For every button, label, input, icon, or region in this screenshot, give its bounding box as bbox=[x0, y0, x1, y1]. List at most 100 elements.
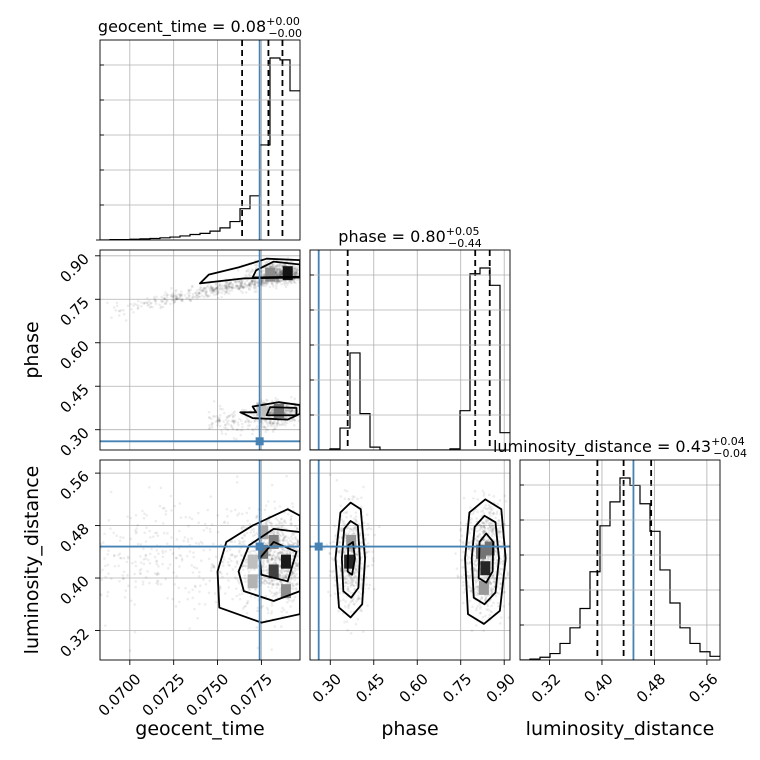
sample-point bbox=[296, 272, 299, 276]
contour-line bbox=[334, 501, 366, 619]
sample-point bbox=[112, 531, 116, 535]
sample-point bbox=[489, 525, 492, 529]
sample-point bbox=[279, 270, 283, 274]
sample-point bbox=[349, 527, 352, 531]
sample-point bbox=[226, 428, 230, 432]
sample-point bbox=[204, 286, 207, 290]
sample-point bbox=[295, 270, 298, 274]
sample-point bbox=[475, 590, 478, 594]
sample-point bbox=[244, 408, 247, 412]
sample-point bbox=[197, 292, 201, 296]
sample-point bbox=[122, 536, 125, 539]
sample-point bbox=[199, 288, 202, 292]
sample-point bbox=[339, 504, 343, 507]
sample-point bbox=[205, 290, 208, 294]
sample-point bbox=[223, 426, 226, 429]
sample-point bbox=[208, 423, 211, 427]
sample-point bbox=[239, 553, 243, 557]
sample-point bbox=[237, 286, 241, 290]
histogram-geocent_time bbox=[100, 40, 300, 240]
sample-point bbox=[205, 289, 208, 292]
sample-point bbox=[277, 583, 280, 587]
sample-point bbox=[354, 567, 357, 571]
sample-point bbox=[178, 502, 182, 505]
sample-point bbox=[287, 410, 291, 413]
sample-point bbox=[202, 548, 205, 552]
sample-point bbox=[292, 547, 296, 550]
sample-point bbox=[241, 536, 244, 540]
contour-line bbox=[340, 520, 361, 599]
panel-1-1: phase = 0.80+0.05 −0.44 bbox=[309, 225, 511, 451]
sample-point bbox=[191, 571, 195, 574]
sample-point bbox=[115, 534, 119, 538]
y-tick-label-luminosity_distance: 0.32 bbox=[56, 625, 92, 661]
sample-point bbox=[286, 548, 289, 552]
sample-point bbox=[491, 507, 494, 511]
sample-point bbox=[272, 422, 275, 426]
sample-point bbox=[212, 566, 216, 569]
sample-point bbox=[277, 262, 280, 266]
sample-point bbox=[295, 582, 298, 586]
sample-point bbox=[329, 541, 332, 545]
sample-point bbox=[285, 474, 288, 478]
sample-point bbox=[207, 410, 211, 414]
x-axis-label-phase: phase bbox=[381, 718, 438, 740]
sample-point bbox=[230, 425, 233, 428]
sample-point bbox=[110, 577, 113, 580]
sample-point bbox=[262, 274, 266, 277]
sample-point bbox=[268, 422, 271, 425]
sample-point bbox=[198, 602, 201, 606]
sample-point bbox=[238, 542, 241, 546]
sample-point bbox=[270, 522, 273, 525]
sample-point bbox=[208, 294, 211, 298]
sample-point bbox=[351, 497, 354, 501]
sample-point bbox=[239, 433, 243, 437]
sample-point bbox=[271, 421, 274, 425]
sample-point bbox=[314, 556, 317, 559]
sample-point bbox=[175, 297, 179, 301]
sample-point bbox=[144, 540, 148, 543]
sample-point bbox=[142, 301, 146, 305]
sample-point bbox=[302, 585, 305, 588]
sample-point bbox=[260, 278, 263, 282]
sample-point bbox=[344, 578, 347, 581]
sample-point bbox=[276, 279, 280, 283]
sample-point bbox=[227, 285, 230, 288]
sample-point bbox=[239, 428, 242, 432]
sample-point bbox=[492, 580, 495, 583]
sample-point bbox=[352, 602, 356, 605]
sample-point bbox=[202, 578, 205, 581]
sample-point bbox=[208, 286, 211, 290]
sample-point bbox=[194, 291, 197, 295]
sample-point bbox=[495, 561, 498, 564]
sample-point bbox=[293, 578, 296, 582]
sample-point bbox=[271, 265, 274, 269]
sample-point bbox=[210, 287, 213, 291]
sample-point bbox=[253, 280, 257, 284]
sample-point bbox=[241, 425, 244, 429]
sample-point bbox=[189, 288, 193, 292]
sample-point bbox=[277, 273, 281, 277]
sample-point bbox=[473, 547, 476, 550]
sample-point bbox=[492, 601, 495, 605]
sample-point bbox=[109, 527, 112, 530]
sample-point bbox=[371, 557, 375, 560]
sample-point bbox=[278, 270, 282, 273]
sample-point bbox=[480, 595, 484, 599]
sample-point bbox=[295, 267, 299, 271]
sample-point bbox=[194, 291, 198, 295]
sample-point bbox=[227, 282, 231, 286]
sample-point bbox=[306, 416, 309, 419]
sample-point bbox=[133, 603, 136, 606]
sample-point bbox=[235, 284, 239, 288]
sample-point bbox=[260, 272, 264, 275]
sample-point bbox=[284, 281, 288, 285]
sample-point bbox=[225, 415, 229, 419]
sample-point bbox=[197, 542, 201, 546]
sample-point bbox=[302, 556, 305, 559]
sample-point bbox=[236, 428, 239, 432]
sample-point bbox=[284, 403, 287, 407]
sample-point bbox=[216, 291, 220, 294]
sample-point bbox=[254, 285, 258, 289]
density-cell bbox=[258, 544, 269, 559]
